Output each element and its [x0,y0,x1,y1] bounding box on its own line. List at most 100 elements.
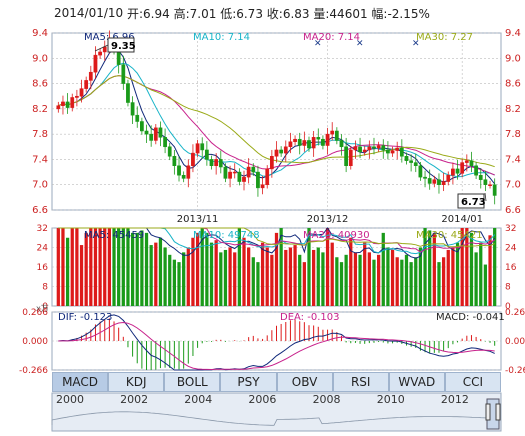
volume-bar [163,247,167,306]
candle-body [181,174,186,179]
tab-psy[interactable]: PSY [220,372,277,392]
volume-bar [316,247,320,306]
date-tick-label: 2013/12 [307,214,349,225]
candle-body [307,140,311,149]
tab-kdj[interactable]: KDJ [108,372,165,392]
candle-body [218,159,223,168]
max-label: 9.35 [111,41,136,52]
volume-bar [265,247,269,306]
volume-bar [460,228,464,306]
navigator-handle-left[interactable] [485,403,491,421]
macd-tick-left: 0.000 [22,337,48,347]
candle-body [492,184,497,196]
volume-bar [349,237,353,306]
volume-bar [418,247,423,306]
volume-tick-right: 8 [505,283,511,293]
candle-body [153,127,158,141]
candle-body [451,168,455,176]
tab-boll[interactable]: BOLL [164,372,221,392]
volume-tick-right: 0 [505,302,511,312]
price-tick-left: 8.2 [32,104,48,115]
volume-bar [260,242,265,306]
macd-tick-left: -0.266 [19,366,48,376]
candle-body [265,168,270,185]
volume-bar [455,242,460,306]
candle-body [126,83,130,103]
price-tick-right: 8.6 [505,79,521,90]
candle-body [98,51,102,56]
candle-body [269,156,274,170]
price-legend-ma10: MA10: 7.14 [193,32,250,43]
volume-tick-left: 16 [37,263,49,273]
volume-bar [390,249,395,306]
candle-body [93,54,98,73]
event-marker: ✕ [412,39,420,49]
navigator-handle-right[interactable] [495,403,501,421]
volume-bar [214,240,218,306]
volume-bar [288,247,293,306]
volume-bar [149,245,153,306]
candle-body [200,143,205,151]
volume-bar [404,254,409,306]
volume-bar [479,242,483,306]
candle-body [427,178,432,184]
volume-bar [488,235,492,306]
price-tick-left: 9.4 [32,28,48,39]
volume-bar [191,237,195,306]
candle-body [172,156,177,166]
candle-body [195,143,200,154]
volume-bar [158,237,163,306]
volume-bar [112,228,116,306]
candle-body [325,133,330,146]
candle-body [423,176,427,179]
volume-bar [237,228,241,306]
navigator-history-line [51,411,500,426]
volume-bar [274,232,279,306]
volume-tick-left: 24 [37,244,49,254]
price-tick-right: 7.8 [505,129,521,140]
navigator-year-label: 2012 [440,393,469,406]
price-tick-right: 9.4 [505,28,521,39]
tab-rsi[interactable]: RSI [332,372,389,392]
volume-bar [302,262,306,306]
volume-bar [144,232,149,306]
volume-bar [400,259,404,306]
candle-body [191,152,195,167]
volume-bar [209,242,214,306]
volume-bar [335,257,339,306]
candle-body [483,179,488,185]
last-label: 6.73 [461,197,486,208]
volume-bar [279,228,283,306]
candle-body [135,114,140,122]
candle-body [344,146,349,167]
volume-tick-right: 32 [505,224,516,234]
volume-bar [242,237,246,306]
volume-bar [358,254,362,306]
tab-wvad[interactable]: WVAD [388,372,445,392]
date-tick-label: 2013/11 [177,214,219,225]
candle-body [237,171,242,182]
candle-body [121,64,126,84]
price-tick-left: 7.8 [32,129,48,140]
max-label-box [107,37,135,53]
candle-body [381,145,386,151]
tab-cci[interactable]: CCI [444,372,501,392]
candle-body [316,137,321,140]
volume-bar [251,257,255,306]
price-legend-ma20: MA20: 7.14 [303,32,360,43]
candle-body [488,184,492,186]
candle-body [372,146,376,149]
volume-tick-left: 0 [42,302,48,312]
candle-body [70,97,75,108]
tab-macd[interactable]: MACD [52,372,109,392]
candle-body [167,146,172,157]
tab-obv[interactable]: OBV [276,372,333,392]
volume-bar [469,232,474,306]
volume-bar [195,232,200,306]
candle-body [232,171,237,174]
candle-body [409,160,413,163]
volume-bar [446,249,450,306]
volume-bar [363,242,367,306]
volume-bar [483,264,488,306]
